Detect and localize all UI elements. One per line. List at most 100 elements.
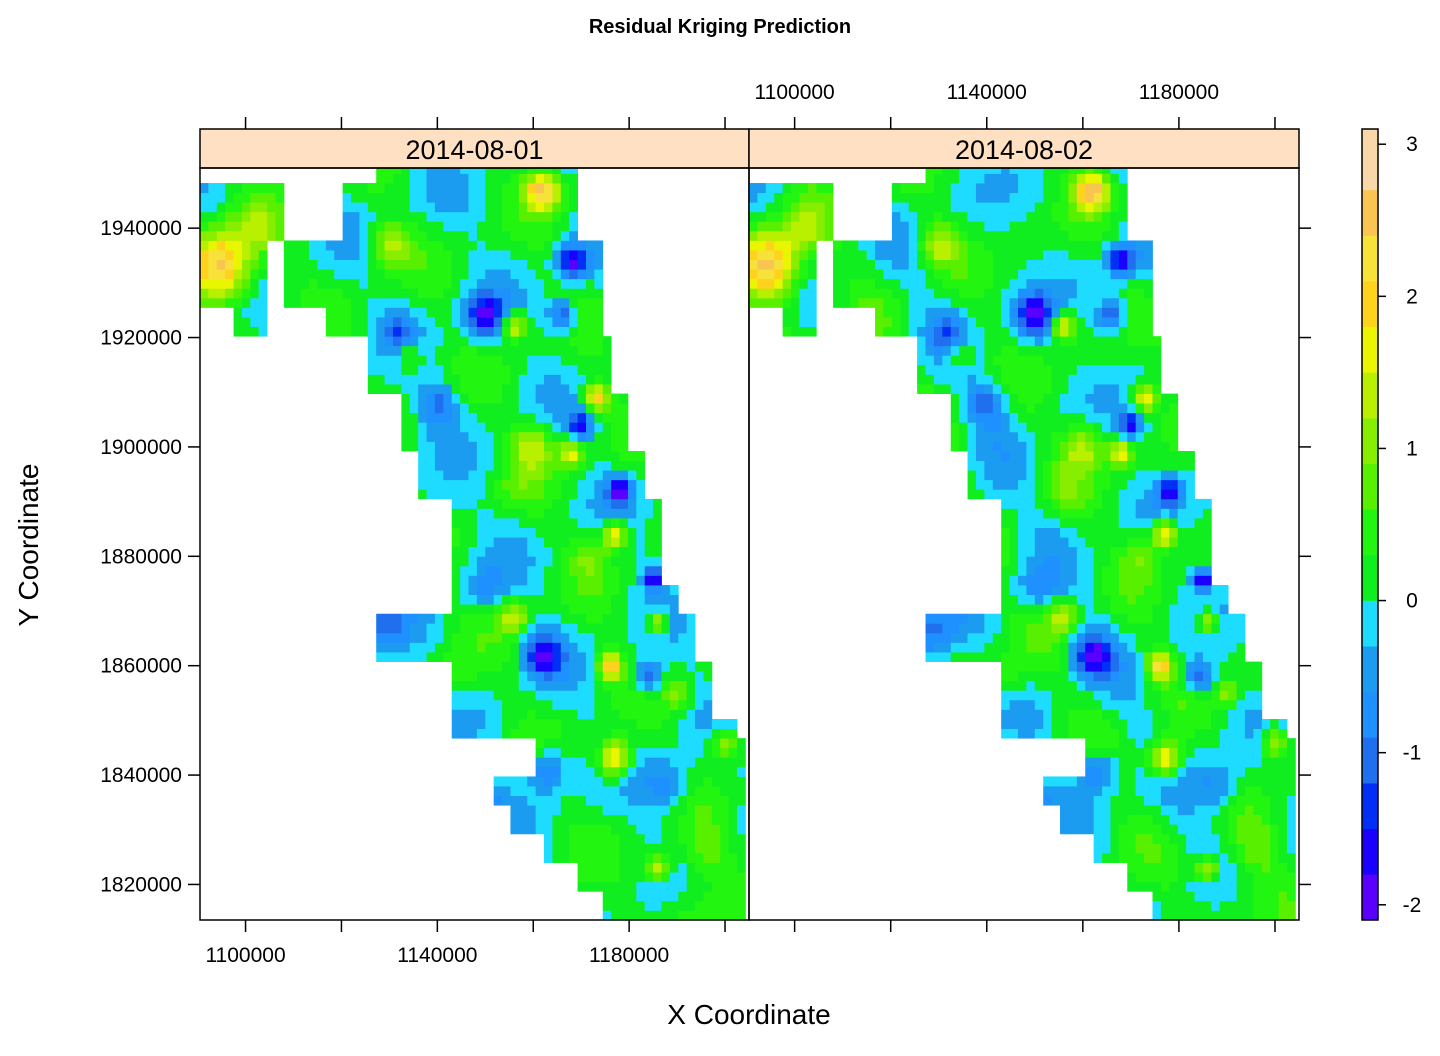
raster-cell bbox=[1211, 604, 1221, 615]
raster-cell bbox=[535, 766, 545, 777]
raster-cell bbox=[925, 259, 935, 270]
raster-cell bbox=[502, 384, 511, 394]
raster-cell bbox=[392, 613, 402, 624]
raster-cell bbox=[1043, 479, 1053, 490]
raster-cell bbox=[653, 910, 662, 921]
raster-cell bbox=[1186, 671, 1195, 682]
raster-cell bbox=[984, 613, 994, 624]
raster-cell bbox=[875, 317, 884, 327]
raster-cell bbox=[661, 632, 671, 643]
raster-cell bbox=[1034, 230, 1044, 241]
raster-cell bbox=[1001, 460, 1010, 471]
raster-cell bbox=[1085, 786, 1095, 796]
raster-cell bbox=[602, 364, 612, 375]
raster-cell bbox=[493, 498, 503, 509]
raster-cell bbox=[1093, 250, 1103, 261]
raster-cell bbox=[1026, 498, 1036, 509]
raster-cell bbox=[426, 221, 436, 232]
raster-cell bbox=[1152, 699, 1162, 710]
raster-cell bbox=[1026, 221, 1036, 232]
raster-cell bbox=[1236, 872, 1246, 883]
raster-cell bbox=[1009, 240, 1019, 251]
raster-cell bbox=[942, 345, 952, 356]
raster-cell bbox=[1001, 183, 1010, 194]
raster-cell bbox=[1261, 910, 1271, 921]
raster-cell bbox=[619, 623, 629, 634]
raster-cell bbox=[992, 183, 1002, 194]
raster-cell bbox=[1160, 431, 1170, 442]
raster-cell bbox=[451, 680, 461, 691]
raster-cell bbox=[1270, 833, 1279, 844]
raster-cell bbox=[833, 288, 842, 299]
raster-cell bbox=[619, 891, 629, 902]
raster-cell bbox=[644, 824, 654, 835]
raster-cell bbox=[1118, 699, 1128, 710]
raster-cell bbox=[460, 202, 469, 213]
raster-cell bbox=[502, 594, 511, 605]
raster-cell bbox=[1051, 604, 1061, 615]
raster-cell bbox=[1270, 776, 1279, 787]
raster-cell bbox=[1152, 766, 1162, 777]
raster-cell bbox=[1253, 776, 1263, 787]
raster-cell bbox=[695, 833, 704, 844]
raster-cell bbox=[1202, 632, 1212, 643]
raster-cell bbox=[216, 192, 226, 203]
raster-cell bbox=[917, 192, 926, 203]
raster-cell bbox=[959, 192, 968, 203]
raster-cell bbox=[443, 202, 453, 213]
x-tick-label-top: 1180000 bbox=[1139, 81, 1219, 104]
raster-cell bbox=[849, 259, 859, 270]
raster-cell bbox=[950, 211, 960, 222]
raster-cell bbox=[984, 307, 994, 318]
raster-cell bbox=[933, 288, 943, 299]
raster-cell bbox=[493, 307, 503, 318]
raster-cell bbox=[653, 661, 662, 672]
raster-cell bbox=[527, 250, 537, 261]
raster-cell bbox=[476, 307, 486, 318]
raster-cell bbox=[1076, 240, 1086, 251]
raster-cell bbox=[342, 288, 352, 299]
raster-cell bbox=[1118, 719, 1128, 729]
raster-cell bbox=[367, 317, 377, 327]
raster-cell bbox=[1127, 632, 1137, 643]
raster-cell bbox=[602, 642, 612, 653]
raster-cell bbox=[1110, 288, 1120, 299]
raster-cell bbox=[1076, 183, 1086, 194]
raster-cell bbox=[678, 613, 688, 624]
raster-cell bbox=[661, 795, 671, 806]
raster-cell bbox=[552, 202, 562, 213]
raster-cell bbox=[468, 183, 478, 194]
raster-cell bbox=[1194, 585, 1204, 595]
raster-cell bbox=[1127, 412, 1137, 423]
raster-cell bbox=[866, 259, 876, 270]
raster-cell bbox=[502, 527, 511, 538]
raster-cell bbox=[577, 537, 587, 548]
raster-cell bbox=[1127, 709, 1137, 720]
raster-cell bbox=[737, 891, 746, 902]
raster-cell bbox=[502, 250, 511, 261]
raster-cell bbox=[1152, 900, 1162, 911]
raster-cell bbox=[594, 680, 604, 691]
raster-cell bbox=[1051, 451, 1061, 461]
raster-cell bbox=[451, 364, 461, 375]
raster-cell bbox=[950, 422, 960, 433]
raster-cell bbox=[392, 317, 402, 327]
raster-cell bbox=[942, 297, 952, 308]
raster-cell bbox=[594, 594, 604, 605]
raster-cell bbox=[807, 250, 817, 261]
raster-cell bbox=[1102, 690, 1111, 701]
raster-cell bbox=[527, 345, 537, 356]
raster-cell bbox=[510, 632, 520, 643]
raster-cell bbox=[325, 259, 335, 270]
raster-cell bbox=[367, 221, 377, 232]
raster-cell bbox=[1026, 192, 1036, 203]
raster-cell bbox=[468, 460, 478, 471]
raster-cell bbox=[384, 230, 394, 241]
raster-cell bbox=[1110, 747, 1120, 758]
raster-cell bbox=[1135, 240, 1145, 251]
raster-cell bbox=[1001, 565, 1010, 576]
raster-cell bbox=[1169, 728, 1179, 739]
raster-cell bbox=[1144, 862, 1153, 873]
raster-cell bbox=[434, 460, 444, 471]
raster-cell bbox=[807, 240, 817, 251]
